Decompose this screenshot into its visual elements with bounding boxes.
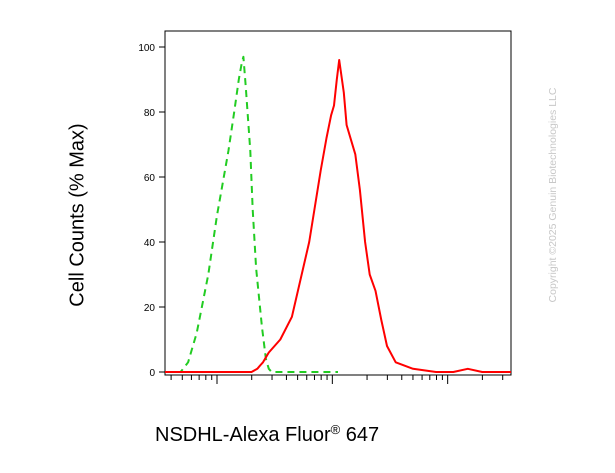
y-tick-label: 20: [144, 303, 156, 314]
y-tick-label: 100: [138, 43, 155, 54]
y-tick-label: 0: [149, 368, 155, 379]
y-tick-label: 80: [144, 108, 156, 119]
x-axis-label: NSDHL-Alexa Fluor® 647: [155, 422, 379, 447]
series-line-1: [165, 55, 338, 373]
x-axis: [170, 375, 504, 384]
registered-mark: ®: [330, 422, 341, 437]
y-tick-label: 60: [144, 173, 156, 184]
series-group: [165, 55, 511, 373]
x-axis-label-text: NSDHL-Alexa Fluor: [155, 424, 331, 446]
y-axis: 0 20 40 60 80 100: [138, 43, 165, 379]
copyright-watermark: Copyright ©2025 Genuin Biotechnologies L…: [547, 87, 559, 303]
y-axis-label: Cell Counts (% Max): [66, 123, 89, 307]
y-tick-label: 40: [144, 238, 156, 249]
plot-frame: [164, 30, 512, 376]
series-line-2: [165, 59, 511, 373]
x-axis-label-suffix: 647: [340, 424, 380, 446]
